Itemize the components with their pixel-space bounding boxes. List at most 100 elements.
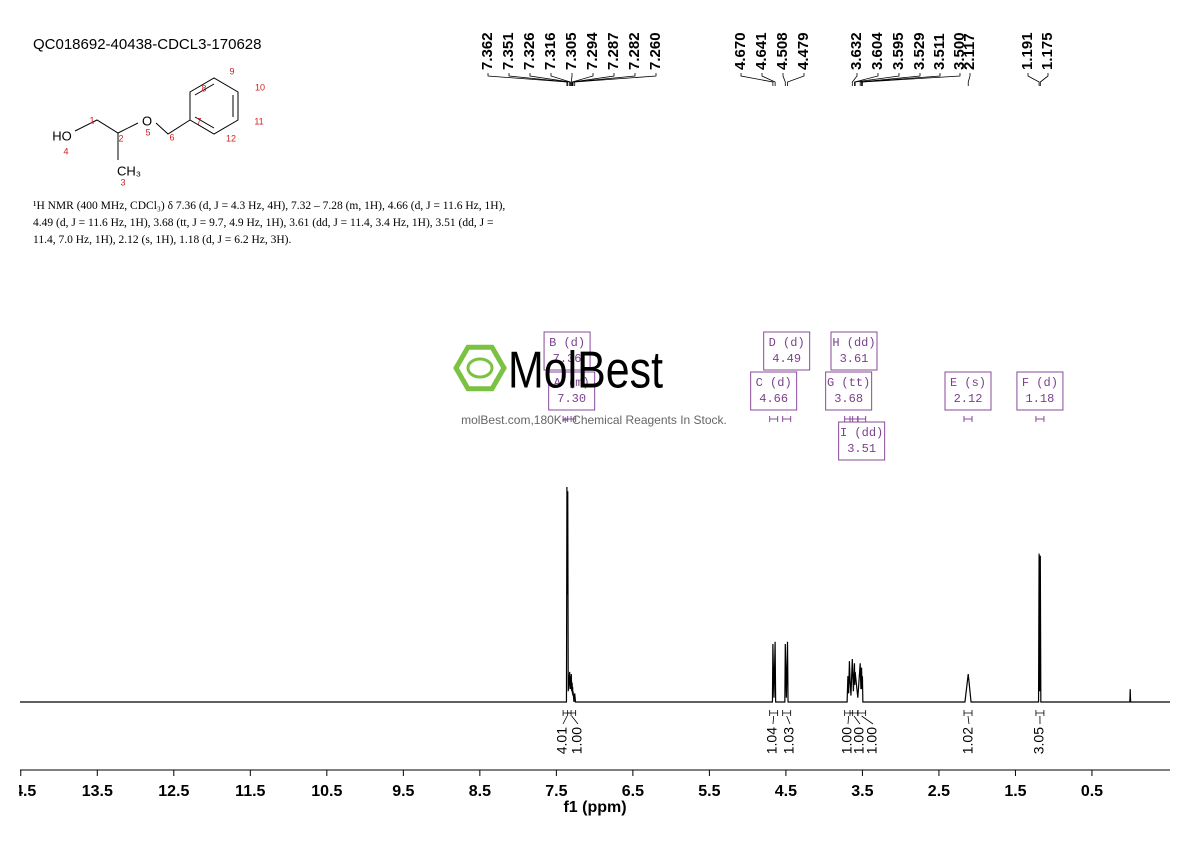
x-tick-label: 12.5 [158, 783, 189, 800]
x-tick-label: 3.5 [851, 783, 873, 800]
peak-label: 7.294 [584, 32, 601, 70]
structure-label: 6 [169, 132, 174, 142]
integral-bracket [782, 710, 792, 725]
multiplet-name: A (m) [554, 376, 590, 390]
integral-label: 1.00 [851, 727, 867, 754]
multiplet-range [567, 416, 577, 422]
x-tick-label: 1.5 [1004, 783, 1026, 800]
peak-label: 3.632 [848, 32, 865, 70]
integral-label: 1.00 [864, 727, 880, 754]
x-tick-label: 5.5 [698, 783, 720, 800]
description-line: 11.4, 7.0 Hz, 1H), 2.12 (s, 1H), 1.18 (d… [33, 234, 292, 246]
multiplet-range [857, 416, 867, 422]
peak-connector [967, 73, 971, 86]
structure-label: 8 [201, 83, 206, 93]
structure-label: HO [52, 128, 72, 143]
peak-label: 7.326 [521, 32, 538, 70]
peak-connector [761, 73, 776, 86]
structure-label: 7 [196, 116, 201, 126]
multiplet-name: D (d) [769, 336, 805, 350]
peak-connector [570, 73, 573, 86]
peak-label: 3.604 [869, 32, 886, 70]
multiplet-box [543, 331, 591, 371]
integral-bracket [567, 710, 579, 725]
multiplet-range [963, 416, 973, 422]
peak-label: 3.595 [890, 32, 907, 70]
integral-bracket [769, 710, 779, 725]
multiplet-name: F (d) [1022, 376, 1058, 390]
peak-label: 4.508 [774, 32, 791, 70]
peak-connector [1039, 73, 1049, 86]
x-tick-label: 8.5 [469, 783, 491, 800]
x-tick-label: 6.5 [622, 783, 644, 800]
structure-label: CH₃ [117, 163, 141, 178]
integral-label: 1.04 [764, 727, 780, 754]
multiplet-box [825, 371, 873, 411]
peak-connector [740, 73, 774, 86]
x-axis-label: f1 (ppm) [563, 799, 626, 816]
multiplet-shift: 3.61 [840, 352, 869, 366]
x-ticks: 14.5 13.5 12.5 11.5 10.5 9.5 8.5 7.5 6.5 5.5 4.5 3.… [5, 770, 1103, 800]
integral-bracket [1035, 710, 1045, 725]
integral-bracket [857, 710, 874, 725]
multiplet-name: B (d) [549, 336, 585, 350]
peak-label: 1.175 [1039, 32, 1056, 70]
structure-label: 9 [229, 66, 234, 76]
structure-label: 12 [226, 133, 236, 143]
peak-label: 1.191 [1019, 32, 1036, 70]
x-tick-label: 10.5 [311, 783, 342, 800]
peak-label: 2.117 [961, 33, 978, 70]
structure-bonds [74, 77, 239, 160]
multiplet-box [1016, 371, 1064, 411]
multiplet-box [763, 331, 811, 371]
multiplet-range [769, 416, 779, 422]
watermark-logo-ring [466, 357, 494, 379]
integral-label: 1.00 [839, 727, 855, 754]
peak-connector [854, 73, 879, 86]
watermark-text: molBest.com,180K+ Chemical Reagents In S… [461, 413, 727, 427]
multiplet-name: H (dd) [832, 336, 875, 350]
multiplet-shift: 2.12 [954, 392, 983, 406]
description-line: ¹H NMR (400 MHz, CDCl₃) δ 7.36 (d, J = 4… [33, 200, 505, 212]
integral-bracket [963, 710, 973, 725]
peak-label: 7.351 [500, 32, 517, 70]
peak-label: 7.282 [626, 32, 643, 70]
structure-label: 2 [118, 133, 123, 143]
peak-connector [782, 73, 786, 86]
peak-connector [862, 73, 961, 86]
peak-label: 7.260 [647, 32, 664, 70]
peak-connector [854, 73, 900, 86]
integral-label: 3.05 [1031, 727, 1047, 754]
x-tick-label: 7.5 [545, 783, 567, 800]
multiplet-name: G (tt) [827, 376, 870, 390]
structure-label: 3 [120, 177, 125, 187]
peak-label: 3.529 [911, 32, 928, 70]
peak-label: 3.500 [951, 32, 968, 70]
peak-connector [859, 73, 921, 86]
peak-label: 7.362 [479, 32, 496, 70]
multiplet-box [750, 371, 798, 411]
multiplet-name: E (s) [950, 376, 986, 390]
multiplet-shift: 7.36 [553, 352, 582, 366]
integral-bracket [844, 710, 854, 725]
watermark-logo: MolBest [508, 342, 663, 400]
peak-connector [861, 73, 941, 86]
x-tick-label: 9.5 [392, 783, 414, 800]
peak-label: 4.641 [753, 32, 770, 70]
integral-label: 4.01 [554, 727, 570, 754]
peak-connector [571, 73, 594, 86]
peak-label: 4.479 [795, 32, 812, 70]
sample-id: QC018692-40438-CDCL3-170628 [33, 36, 262, 53]
peak-connector [487, 73, 568, 86]
multiplet-name: I (dd) [840, 426, 883, 440]
peak-connector [1027, 73, 1040, 86]
integral-label: 1.02 [960, 727, 976, 754]
integral-label: 1.00 [569, 727, 585, 754]
peak-connector [572, 73, 636, 86]
peak-connector [550, 73, 571, 86]
multiplet-box [548, 371, 596, 411]
structure-label: 1 [89, 115, 94, 125]
x-tick-label: 14.5 [5, 783, 36, 800]
structure-label: 4 [63, 146, 68, 156]
